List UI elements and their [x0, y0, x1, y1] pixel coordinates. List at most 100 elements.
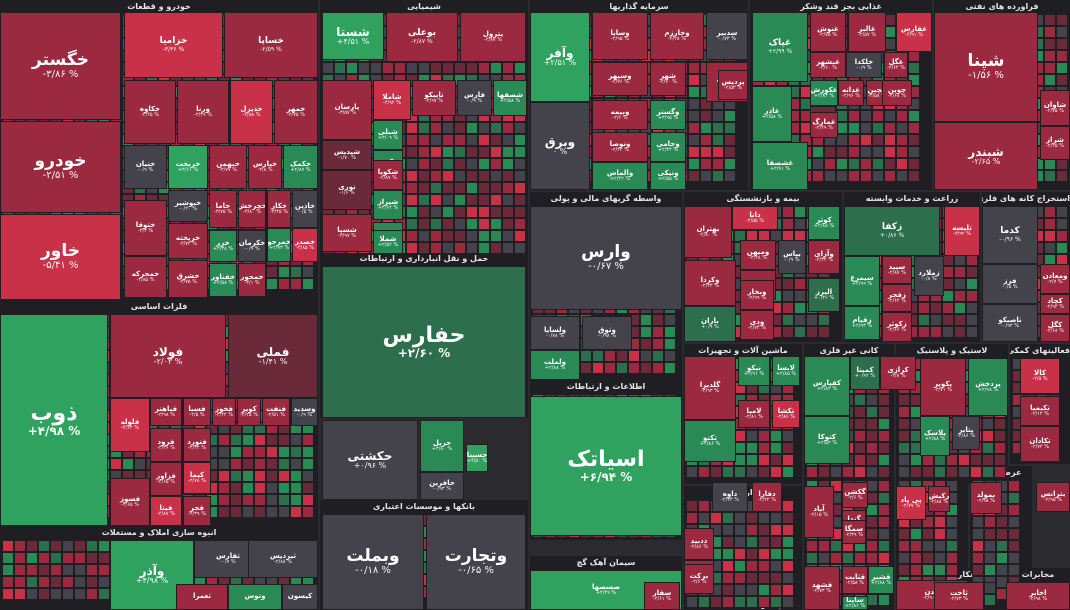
stock-tile[interactable]: خزر% ۲/۳۸+ [209, 230, 237, 262]
stock-tile[interactable]: وآزای% ۲/۳۴- [808, 240, 840, 274]
stock-tile[interactable]: شصفها% ۲/۵۸+ [493, 80, 527, 116]
stock-tile[interactable]: دانا% ۴/۵۵- [732, 206, 778, 230]
stock-tile[interactable]: گلدیرا% ۳/۹۳- [684, 356, 736, 420]
stock-tile[interactable]: وتوس [228, 584, 282, 610]
stock-tile[interactable]: آباد% ۲/۱۵- [804, 486, 834, 538]
stock-tile[interactable]: پلاسک% ۲/۸۸+ [920, 416, 950, 456]
stock-tile[interactable]: ساینا% ۲/۸۶+ [842, 596, 868, 610]
stock-tile[interactable]: وسپهر% ۲/۷۶- [592, 62, 648, 96]
stock-tile[interactable]: حسینا% ۴/۵۰+ [466, 444, 488, 472]
stock-tile[interactable]: پترول% ۲/۸۷- [460, 12, 526, 62]
stock-tile[interactable]: خچرخش% ۳/۸۰- [238, 190, 266, 228]
stock-tile[interactable]: وتوصا% ۲/۲۲- [592, 132, 648, 162]
stock-tile[interactable]: نیکو% ۲/۹۱+ [738, 356, 770, 386]
stock-tile[interactable]: بهتران% ۲/۸۰- [684, 206, 732, 258]
stock-tile[interactable]: وبخار% ۲/۹۹- [740, 280, 774, 310]
sector-title[interactable]: اطلاعات و ارتباطات [530, 380, 682, 393]
sector-title[interactable]: ماشین آلات و تجهیزات [684, 344, 802, 357]
stock-tile[interactable]: وبیمه% ۲/۶- [592, 100, 648, 130]
stock-tile[interactable]: تکنو% ۲/۸۶+ [684, 420, 736, 462]
stock-tile[interactable]: زقیام% ۲/۹۳+ [844, 306, 880, 340]
stock-tile[interactable]: ددبید% ۲/۸۶- [684, 528, 714, 560]
stock-tile[interactable]: بپاس% ۰/۹- [778, 240, 806, 274]
stock-tile[interactable]: قثابت% ۲/۵۸- [842, 566, 868, 594]
stock-tile[interactable]: خودرو% ۲/۵۱- [0, 121, 121, 213]
stock-tile[interactable]: قشیر% ۲/۸۸+ [868, 566, 894, 594]
stock-tile[interactable]: کمینا% ۰/۹۲+ [850, 356, 880, 390]
stock-tile[interactable]: غنوش% ۲/۷۵- [810, 12, 846, 52]
sector-title[interactable]: سیمان آهک گچ [530, 556, 682, 569]
stock-tile[interactable]: لابسا% ۲/۸۵+ [772, 356, 800, 386]
stock-tile[interactable]: فملی% ۱/۴۱- [228, 314, 318, 398]
stock-tile[interactable]: پتایر% ۲/۸۶- [952, 416, 980, 450]
stock-tile[interactable]: فولاد% ۲/۰۳- [110, 314, 226, 398]
stock-tile[interactable]: تلیسه% ۳/۹۲- [944, 206, 980, 256]
stock-tile[interactable]: برکت% ۲/۶- [684, 564, 714, 594]
stock-tile[interactable]: وتجارت% ۰/۶۵- [426, 514, 526, 610]
stock-tile[interactable]: خکمک% ۲/۸۷+ [283, 145, 318, 189]
stock-tile[interactable]: تاصیکو% ۰/۹۳- [982, 304, 1038, 342]
stock-tile[interactable]: خکاوه% ۲/۴۵- [124, 80, 176, 144]
stock-tile[interactable]: خریخته% ۳/۷۴- [168, 223, 208, 259]
stock-tile[interactable]: لامپا% ۲/۸۱- [738, 400, 770, 428]
stock-tile[interactable]: کگل% ۲/۶۸- [1040, 314, 1070, 342]
stock-tile[interactable]: دفارا% ۲/۲۲- [752, 482, 782, 512]
stock-tile[interactable]: فزاور% ۲/۶۵- [150, 462, 182, 496]
stock-tile[interactable]: بوعلی% ۲/۸۷- [386, 12, 458, 62]
stock-tile[interactable]: خنیان% ۰/۹- [124, 145, 167, 189]
stock-tile[interactable]: شاملا% ۴/۹۲- [373, 80, 411, 120]
sector-title[interactable]: غذایی بجز قند وشکر [750, 0, 932, 13]
stock-tile[interactable]: خمرحو% ۲/۹۳+ [267, 228, 291, 262]
stock-tile[interactable]: ذوب% ۴/۹۸+ [0, 314, 108, 526]
stock-tile[interactable]: ختوقا% ۳/۳- [124, 200, 167, 256]
stock-tile[interactable]: وکردا% ۲/۲۳- [684, 260, 736, 306]
stock-tile[interactable]: شپنا% ۱/۵۶- [934, 12, 1038, 122]
sector-title[interactable]: لاستیک و پلاستیک [896, 344, 1008, 357]
stock-tile[interactable]: غپاک% ۲/۹۹+ [752, 12, 808, 82]
stock-tile[interactable]: بترانس% ۲/۹۵- [1036, 482, 1070, 512]
stock-tile[interactable]: خمحرکه% ۲/۸۵- [124, 256, 167, 298]
stock-tile[interactable]: فسوز% ۲/۶۵- [110, 478, 150, 526]
stock-tile[interactable]: سپید% ۲/۸۷- [882, 256, 912, 284]
stock-tile[interactable]: غمارگ% ۲/۴۹- [810, 112, 838, 138]
stock-tile[interactable]: زکوثر% ۲/۶۶- [882, 312, 912, 342]
stock-tile[interactable]: فرز% ۰/۵- [982, 264, 1038, 304]
stock-tile[interactable]: خمحور% ۳/۱- [238, 263, 266, 297]
stock-tile[interactable]: فارس% ۰/۹- [457, 80, 492, 116]
stock-tile[interactable]: سمگا% ۲/۳۹- [842, 520, 866, 544]
stock-tile[interactable]: نوری% ۱/۶- [322, 170, 372, 210]
stock-tile[interactable]: پکویر% ۳/۷۱- [920, 358, 966, 416]
stock-tile[interactable]: فسبا% ۲/۵- [183, 398, 211, 426]
stock-tile[interactable]: وجامی% ۲/۳۴+ [650, 132, 686, 162]
stock-tile[interactable]: زفجر% ۲/۶۲- [882, 284, 912, 312]
stock-tile[interactable]: اسیاتک% ۶/۹۴+ [530, 396, 682, 536]
stock-tile[interactable]: شاوان% ۲/۷۵- [1040, 90, 1070, 126]
stock-tile[interactable]: شراز% ۲/۲۵- [1040, 126, 1070, 160]
sector-title[interactable]: فلزات اساسی [0, 300, 318, 313]
stock-tile[interactable]: شهر% ۲/۷۰- [650, 62, 686, 96]
stock-tile[interactable]: کالا% ۲/۵- [1020, 358, 1060, 394]
stock-tile[interactable]: وثوق% ۰/۹۸- [582, 316, 632, 350]
stock-tile[interactable]: پارسان% ۳/۵۷- [322, 80, 372, 140]
stock-tile[interactable]: باران% ۰/۹+ [684, 306, 736, 342]
stock-tile[interactable]: تکشا% ۲/۸۶- [772, 400, 800, 428]
stock-tile[interactable]: شملا% ۲/۵۲+ [373, 230, 403, 254]
stock-tile[interactable]: پی پاد% ۲/۷۷- [896, 486, 926, 520]
stock-tile[interactable]: گکشن% ۲/۶- [842, 482, 868, 508]
sector-title[interactable]: فعالیتهای کمکی به نهاد [1010, 344, 1070, 357]
stock-tile[interactable]: غاذر% ۲/۵۸+ [752, 86, 792, 142]
stock-tile[interactable]: سدبیر% ۰/۷۳- [706, 12, 748, 60]
sector-title[interactable]: مخابرات [1006, 568, 1070, 581]
stock-tile[interactable]: فباهنر% ۳/۹۸- [150, 398, 182, 426]
stock-tile[interactable]: والماس% ۲/۴۲+ [592, 162, 648, 190]
stock-tile[interactable]: شپدیس% ۱/۷۰- [322, 140, 372, 170]
sector-title[interactable]: واسطه گریهای مالی و پولی [530, 192, 682, 205]
stock-tile[interactable]: رکیش% ۲/۸۸- [928, 486, 950, 512]
stock-tile[interactable]: ومعادن% ۲/۷- [1040, 264, 1070, 294]
stock-tile[interactable]: غالبر% ۲/۵۷- [848, 12, 886, 52]
stock-tile[interactable]: وسدید% ۰/۹- [291, 398, 318, 426]
stock-tile[interactable]: شکویا% ۲/۸۷- [373, 160, 403, 190]
stock-tile[interactable]: فجر% ۲/۳۹- [183, 496, 211, 526]
sector-title[interactable]: بانکها و موسسات اعتباری [320, 500, 528, 513]
stock-tile[interactable]: ونیکی% ۲/۵۵+ [650, 162, 686, 190]
